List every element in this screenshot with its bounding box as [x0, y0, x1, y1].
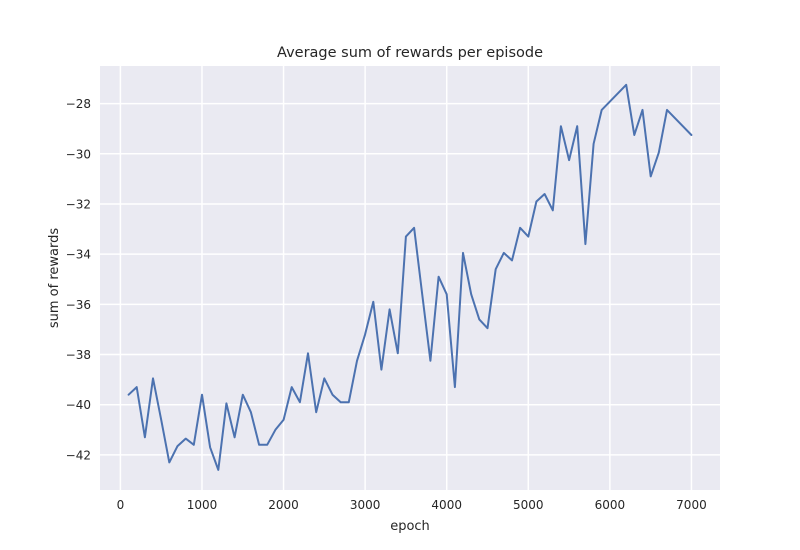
y-tick-label: −34: [66, 248, 91, 262]
x-tick-label: 5000: [513, 498, 544, 512]
x-tick-label: 6000: [595, 498, 626, 512]
y-tick-label: −36: [66, 298, 91, 312]
x-axis-label: epoch: [390, 519, 430, 534]
y-tick-labels: −42 −40 −38 −36 −34 −32 −30 −28: [66, 97, 91, 462]
x-tick-label: 3000: [350, 498, 381, 512]
y-tick-label: −38: [66, 348, 91, 362]
x-tick-label: 1000: [187, 498, 218, 512]
x-tick-label: 4000: [431, 498, 462, 512]
y-axis-label: sum of rewards: [47, 228, 62, 328]
plot-area: [100, 66, 720, 490]
x-tick-label: 2000: [268, 498, 299, 512]
y-tick-label: −40: [66, 398, 91, 412]
y-tick-label: −42: [66, 448, 91, 462]
gridlines: [100, 66, 720, 490]
chart-title: Average sum of rewards per episode: [277, 45, 543, 61]
x-tick-labels: 0 1000 2000 3000 4000 5000 6000 7000: [117, 498, 707, 512]
y-tick-label: −28: [66, 97, 91, 111]
y-tick-label: −30: [66, 147, 91, 161]
x-tick-label: 7000: [676, 498, 707, 512]
y-tick-label: −32: [66, 197, 91, 211]
series-lines: [127, 83, 693, 471]
x-tick-label: 0: [117, 498, 125, 512]
series-line: [127, 83, 693, 471]
